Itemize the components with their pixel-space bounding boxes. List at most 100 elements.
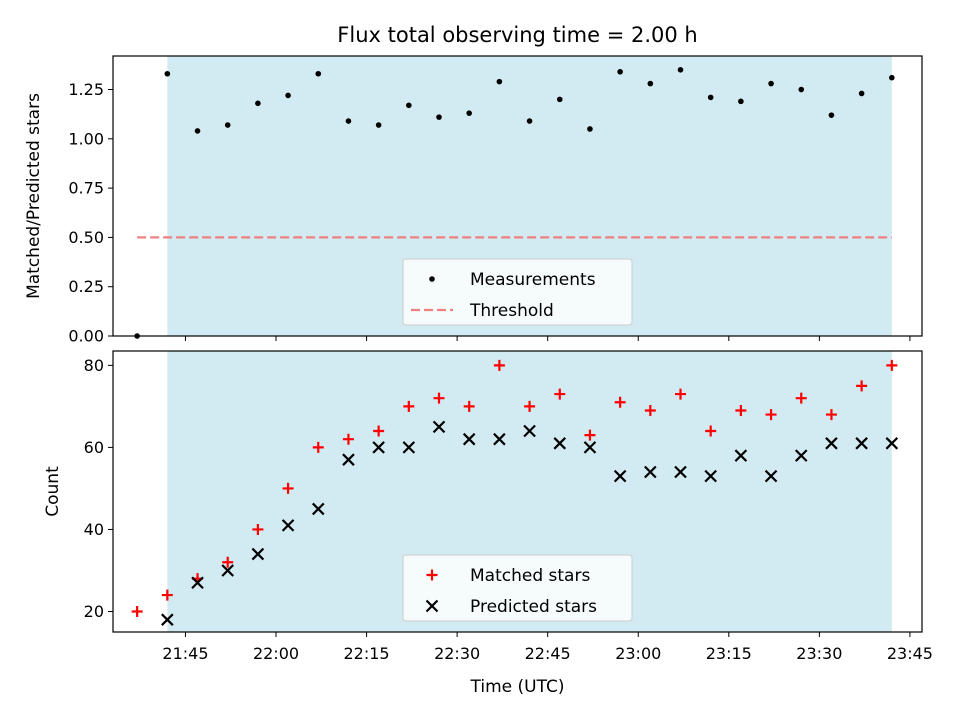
ratio-panel: 0.00 0.25 0.50 0.75 1.00 1.25 Flux total obse… (24, 23, 923, 346)
predicted-stars-point (281, 519, 295, 532)
measurement-point (647, 80, 654, 87)
ratio-series (134, 67, 895, 339)
ratio-legend: Measurements Threshold (402, 258, 633, 326)
measurement-point (768, 80, 774, 87)
ratio-y-axis-ticks: 0.00 0.25 0.50 0.75 1.00 1.25 (68, 80, 113, 346)
measurement-point (496, 78, 503, 85)
measurement-point (194, 128, 201, 134)
predicted-stars-point (191, 576, 204, 590)
measurement-point (738, 98, 744, 105)
matched-stars-point (222, 556, 234, 568)
measurement-point (224, 122, 231, 128)
predicted-stars-point (161, 613, 174, 626)
y-tick-label: 0.50 (68, 228, 104, 247)
measurement-point (375, 122, 382, 128)
matched-stars-point (493, 359, 505, 371)
predicted-stars-point (885, 437, 899, 450)
ratio-y-axis-label: Matched/Predicted stars (24, 93, 44, 299)
measurement-point (436, 114, 442, 120)
legend-entry-label: Predicted stars (470, 597, 597, 617)
y-tick-label: 0.75 (68, 179, 104, 198)
x-tick-label: 22:45 (525, 644, 571, 663)
count-axes-frame (112, 350, 923, 633)
chart-title: Flux total observing time = 2.00 h (337, 23, 697, 47)
measurement-point (617, 68, 623, 75)
matched-stars-point (765, 409, 777, 421)
legend-entry-label: Matched stars (470, 566, 590, 586)
x-tick-label: 22:00 (253, 644, 299, 663)
predicted-stars-point (523, 424, 536, 438)
predicted-stars-point (855, 437, 868, 450)
count-legend: Matched stars Predicted stars (402, 554, 633, 622)
legend-box (402, 554, 633, 622)
y-tick-label: 20 (84, 602, 104, 621)
y-tick-label: 0.25 (68, 277, 104, 296)
predicted-stars-point (764, 469, 778, 483)
count-y-axis-ticks: 20 40 60 80 (84, 356, 113, 621)
y-tick-label: 60 (84, 438, 104, 457)
matched-stars-point (644, 404, 656, 416)
matched-stars-point (614, 396, 626, 408)
matched-stars-point (252, 523, 264, 535)
ratio-axes-frame (112, 55, 923, 337)
legend-swatch (429, 276, 435, 282)
measurement-point (858, 90, 865, 97)
matched-stars-point (312, 441, 324, 453)
matched-stars-point (735, 404, 747, 416)
predicted-stars-point (251, 547, 265, 561)
predicted-stars-point (644, 465, 657, 479)
y-tick-label: 40 (84, 520, 104, 539)
matched-stars-point (433, 392, 445, 404)
predicted-stars-point (794, 449, 808, 462)
matched-stars-point (403, 400, 415, 412)
measurement-point (406, 102, 412, 109)
measurement-point (255, 100, 261, 107)
legend-swatch (426, 569, 438, 581)
predicted-stars-point (734, 449, 748, 462)
x-tick-label: 23:30 (796, 644, 842, 663)
predicted-stars-point (493, 432, 506, 446)
matched-stars-point (524, 400, 536, 412)
predicted-stars-point (674, 465, 687, 479)
measurement-point (285, 92, 291, 99)
matched-stars-point (131, 605, 143, 617)
matched-stars-point (584, 429, 596, 441)
x-tick-label: 21:45 (162, 644, 208, 663)
y-tick-label: 0.00 (68, 327, 104, 346)
predicted-stars-point (221, 564, 234, 577)
measurement-point (587, 126, 593, 132)
matched-stars-point (675, 388, 687, 400)
matched-stars-point (342, 433, 354, 445)
predicted-stars-point (402, 441, 416, 454)
matched-stars-point (282, 482, 294, 494)
measurement-point (707, 94, 714, 101)
measurement-point (828, 112, 835, 118)
x-tick-label: 23:45 (887, 644, 933, 663)
predicted-stars-point (462, 432, 476, 446)
predicted-stars-point (432, 420, 446, 434)
predicted-stars-point (825, 437, 838, 450)
matched-stars-point (554, 388, 566, 400)
predicted-stars-point (372, 441, 385, 454)
matched-stars-point (825, 409, 837, 421)
measurement-point (315, 70, 322, 77)
measurement-point (889, 74, 895, 81)
x-tick-label: 22:15 (344, 644, 390, 663)
measurement-point (526, 118, 533, 124)
legend-box (402, 258, 633, 326)
predicted-stars-point (613, 469, 627, 483)
legend-entry-label: Threshold (469, 301, 554, 321)
matched-stars-point (161, 589, 173, 601)
legend-entry-label: Measurements (470, 270, 596, 290)
predicted-stars-point (553, 437, 567, 450)
matched-stars-point (795, 392, 807, 404)
legend-swatch (425, 599, 439, 613)
measurement-point (677, 67, 684, 73)
matched-stars-point (886, 359, 898, 371)
y-tick-label: 1.25 (68, 80, 104, 99)
x-tick-label: 22:30 (434, 644, 480, 663)
count-x-axis-ticks: 21:45 22:00 22:15 22:30 22:45 23:00 23:15 23:30… (162, 632, 933, 663)
matched-stars-point (373, 425, 385, 437)
